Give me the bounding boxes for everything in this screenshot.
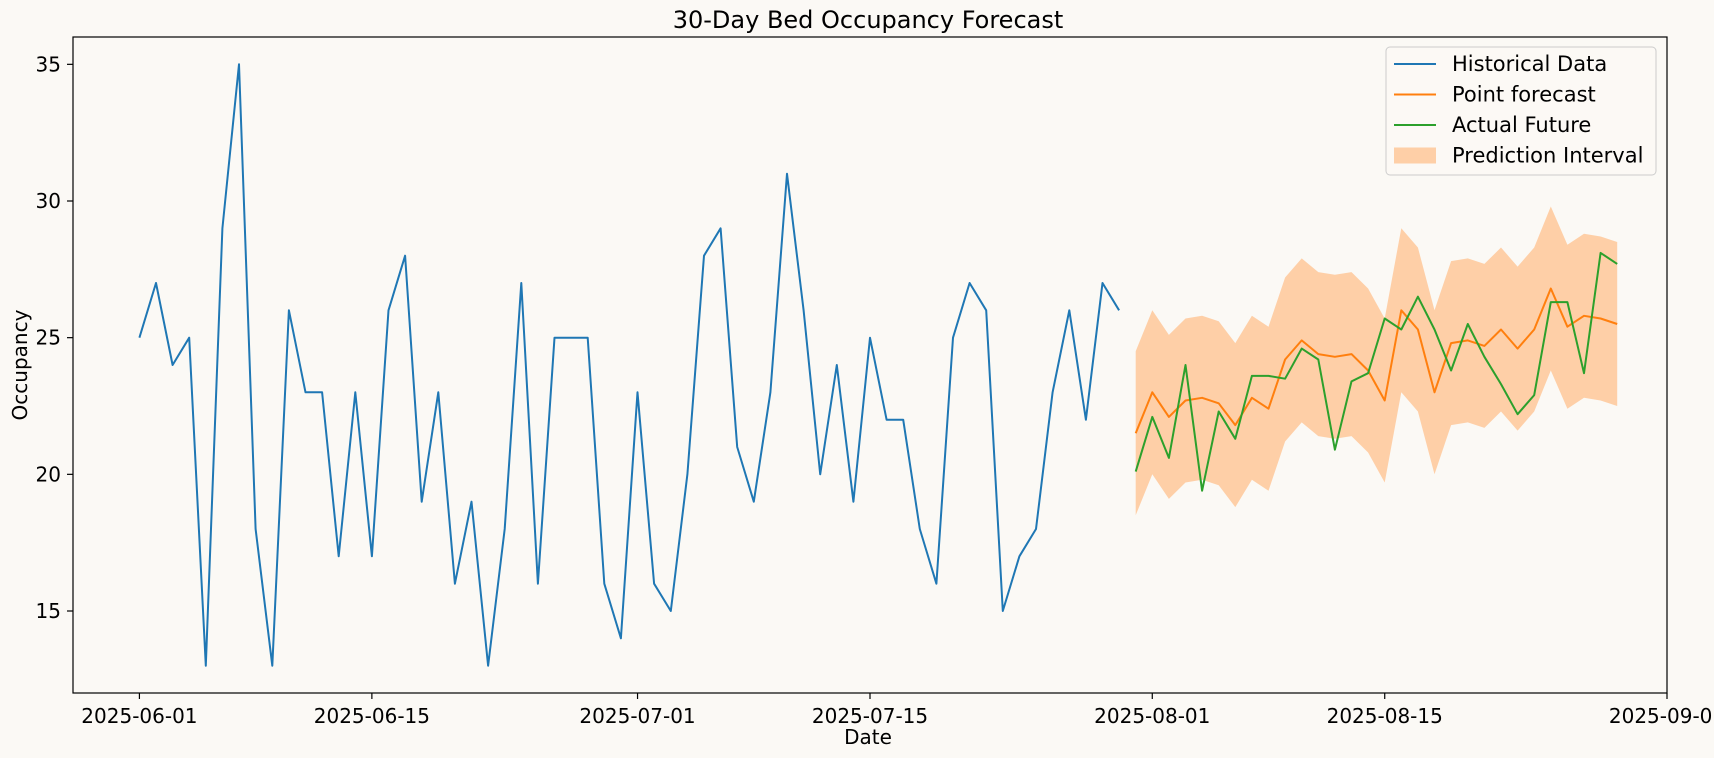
x-tick-label: 2025-07-15 (812, 704, 928, 728)
y-axis: 15 20 25 30 35 (36, 52, 73, 623)
historical-data-line (138, 63, 1120, 667)
legend-label-point-forecast: Point forecast (1452, 83, 1596, 107)
y-tick-label: 35 (36, 52, 61, 76)
x-axis: 2025-06-01 2025-06-15 2025-07-01 2025-07-15… (81, 693, 1714, 728)
x-tick-label: 2025-06-01 (81, 704, 197, 728)
legend-label-actual-future: Actual Future (1452, 113, 1591, 137)
legend-label-prediction-interval: Prediction Interval (1452, 144, 1643, 168)
x-tick-label: 2025-08-15 (1327, 704, 1443, 728)
point-forecast-line (1134, 287, 1618, 434)
x-tick-label: 2025-06-15 (314, 704, 430, 728)
y-axis-title: Occupancy (8, 309, 32, 420)
legend-box (1385, 46, 1657, 176)
x-tick-label: 2025-07-01 (579, 704, 695, 728)
actual-future-line (1134, 251, 1618, 492)
legend-swatch-prediction-interval (1394, 147, 1436, 164)
y-tick-label: 25 (36, 326, 61, 350)
x-tick-label: 2025-09-01 (1609, 704, 1714, 728)
plot-area (138, 63, 1618, 667)
chart-title: 30-Day Bed Occupancy Forecast (673, 6, 1064, 34)
legend-label-historical-data: Historical Data (1452, 52, 1607, 76)
legend: Historical Data Point forecast Actual Futu… (1385, 46, 1657, 176)
x-axis-title: Date (844, 725, 892, 749)
prediction-interval-band (1135, 206, 1618, 516)
y-tick-label: 30 (36, 189, 61, 213)
x-tick-label: 2025-08-01 (1094, 704, 1210, 728)
y-tick-label: 20 (36, 462, 61, 486)
y-tick-label: 15 (36, 599, 61, 623)
